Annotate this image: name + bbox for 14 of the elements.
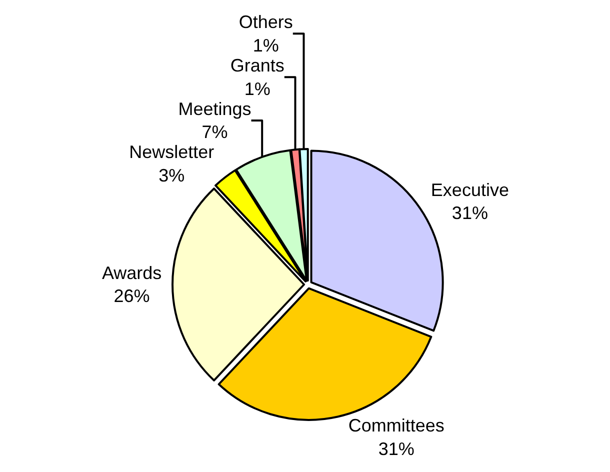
data-label: 31% [378, 439, 414, 460]
slice-label: Newsletter [129, 142, 214, 162]
data-label: 7% [202, 122, 228, 142]
slice-label: Others [238, 12, 293, 32]
slice-label: Committees [348, 416, 444, 436]
data-label: 1% [244, 78, 270, 99]
data-label: 1% [252, 35, 279, 56]
data-label: 3% [158, 166, 185, 186]
data-label: 26% [114, 286, 150, 306]
slice-label: Grants [230, 55, 284, 76]
data-label: 31% [452, 203, 488, 224]
slice-label: Executive [430, 180, 509, 200]
slice-label: Meetings [178, 98, 252, 119]
slice-label: Awards [102, 262, 162, 283]
